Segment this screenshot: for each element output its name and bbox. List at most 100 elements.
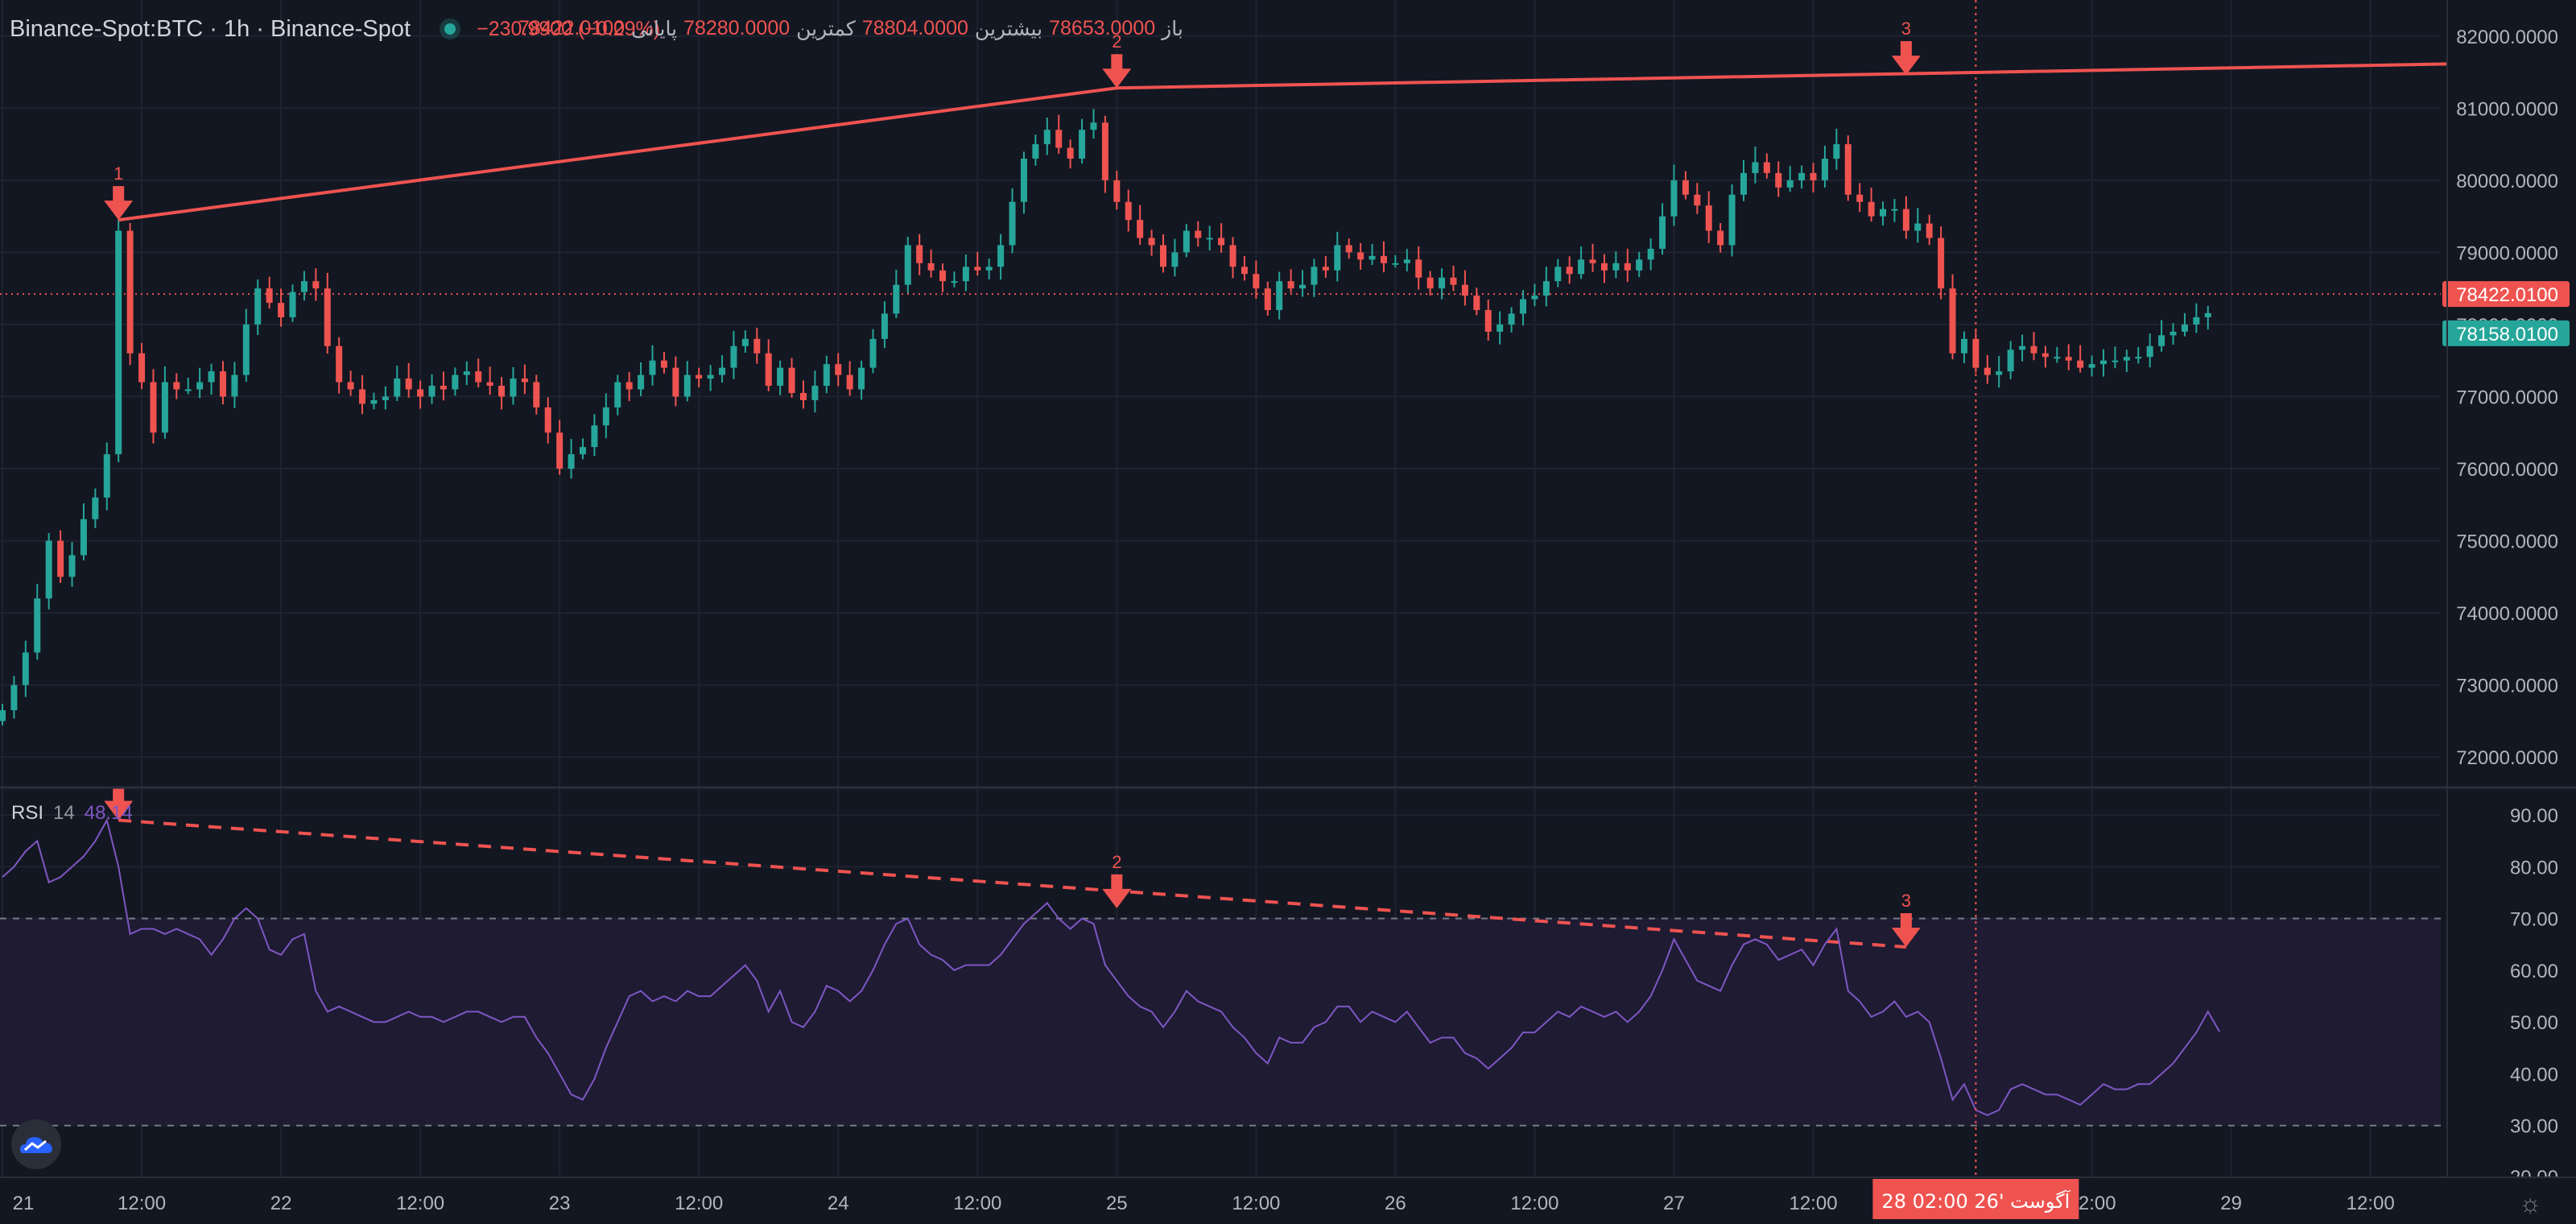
candle-body [1450,277,1457,285]
candle-body [1183,230,1190,253]
candle-body [1287,281,1294,289]
candle-body [568,454,575,469]
gear-icon[interactable]: ☼ [2518,1189,2542,1218]
candle-body [336,345,343,382]
candle-body [161,382,168,433]
candle-body [2193,316,2200,325]
candle-body [823,364,830,387]
candle-body [219,371,226,397]
candle-body [103,454,110,498]
marker-arrow-head [1102,888,1132,908]
candle-body [10,684,18,710]
low-value: 78280.0000 [683,17,791,39]
crosshair-time-label: 28 آگوست '26 02:00 [1881,1189,2070,1213]
rsi-tick-label: 40.00 [2510,1064,2558,1085]
candle-body [278,303,285,317]
candle-body [2158,335,2165,346]
candle-body [463,371,470,375]
high-value: 78804.0000 [861,17,968,39]
candle-body [1624,263,1631,271]
candle-body [1880,209,1887,217]
signal-markers: 1 2 3 2 3 [104,19,1921,948]
candle-body [486,382,493,387]
candle-body [591,425,598,448]
close-label: پایانی [631,18,678,40]
candle-body [1705,205,1712,231]
candle-body [1520,299,1527,314]
candle-body [660,360,667,368]
candle-body [1113,180,1121,202]
candle-body [1137,220,1144,238]
price-signal-marker: 2 [1102,31,1132,89]
candle-body [394,378,401,397]
time-tick-label: 27 [1663,1193,1685,1214]
time-tick-label: 12:00 [118,1193,166,1214]
candle-body [126,230,134,354]
symbol-title[interactable]: Binance-Spot:BTC · 1h · Binance-Spot [10,15,411,42]
price-tick-label: 75000.0000 [2456,531,2558,553]
candle-body [556,432,564,469]
price-signal-marker: 3 [1891,19,1921,76]
secondary-price-tag: 78158.0100 [2456,324,2558,345]
marker-arrow-head [1102,68,1132,89]
candle-body [1067,147,1074,159]
candle-body [1833,144,1840,159]
candle-body [1914,223,1922,231]
candle-body [1972,338,1979,368]
candle-body [1206,238,1213,240]
tradingview-logo-icon[interactable] [11,1119,61,1169]
price-tick-label: 76000.0000 [2456,459,2558,481]
candle-body [1439,277,1446,289]
candle-body [893,284,900,314]
candle-body [1856,194,1864,202]
candle-body [1415,259,1422,278]
rsi-legend[interactable]: RSI 14 48.14 [11,802,133,825]
candle-body [2007,349,2014,372]
candle-body [1589,259,1596,263]
candle-body [1508,313,1515,325]
candle-body [475,371,482,382]
candle-body [533,382,540,407]
ohlc-row: باز 78653.0000 بیشترین 78804.0000 کمترین 78… [515,14,1185,43]
candle-body [2054,357,2061,359]
candle-body [2112,360,2119,362]
price-signal-marker: 1 [104,163,134,221]
candle-body [1798,172,1806,180]
high-label: بیشترین [974,18,1043,40]
ohlc-values: −230.9900 (−0.29%) [477,18,660,41]
crosshair-time-label-bg [1872,1179,2079,1219]
candle-body [231,374,238,397]
candle-body [1844,144,1852,195]
candle-body [719,367,726,375]
rsi-axis-background [2447,789,2576,1177]
candle-body [649,360,656,375]
candle-body [1694,194,1701,206]
candle-body [1020,158,1027,202]
candle-body [730,345,737,368]
rsi-tick-label: 90.00 [2510,805,2558,827]
low-label: کمترین [796,18,856,40]
candle-body [1659,216,1666,249]
candle-body [1357,252,1364,260]
candle-body [1821,158,1828,180]
candle-body [1218,238,1225,246]
candle-body [1055,130,1063,148]
rsi-trendline [118,818,1907,949]
time-axis[interactable]: 21 12:00 22 12:00 23 12:00 24 12:00 25 12:00 26 12:… [0,1177,2576,1224]
candle-body [1775,172,1782,188]
time-tick-label: 12:00 [1510,1193,1558,1214]
candle-body [1473,296,1480,311]
candle-body [602,407,609,426]
rsi-length: 14 [53,802,75,824]
candle-body [1670,180,1678,217]
time-axis-background [0,1177,2576,1224]
candle-body [34,598,41,653]
candle-body [1380,255,1387,263]
candle-body [1496,324,1504,332]
candle-body [939,270,947,282]
candle-body [300,281,308,292]
marker-arrow-head [104,800,134,821]
candle-body [0,709,6,722]
